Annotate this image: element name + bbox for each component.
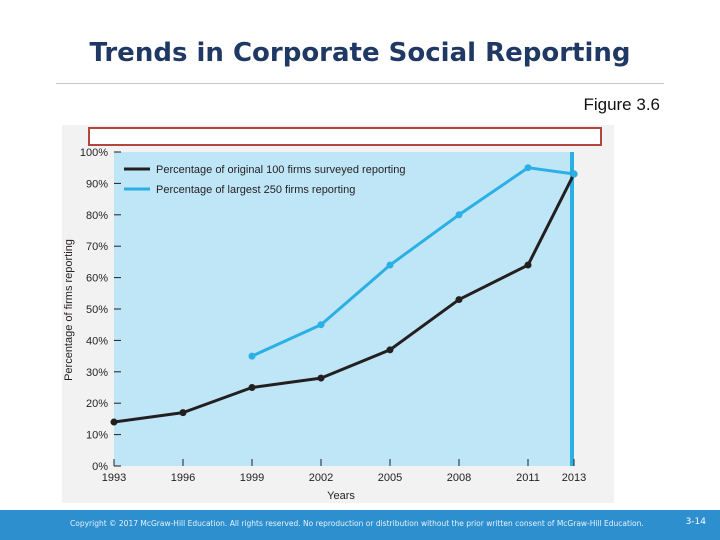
- footer-bar: Copyright © 2017 McGraw-Hill Education. …: [0, 510, 720, 540]
- x-axis-label: Years: [327, 490, 355, 502]
- y-tick-label: 40%: [86, 335, 108, 347]
- annotation-box: [88, 127, 602, 146]
- copyright-notice: Copyright © 2017 McGraw-Hill Education. …: [70, 519, 644, 528]
- x-tick-label: 1999: [240, 472, 264, 484]
- y-tick-label: 70%: [86, 241, 108, 253]
- x-tick-label: 2011: [516, 472, 540, 484]
- legend-label: Percentage of largest 250 firms reportin…: [156, 184, 355, 196]
- page-number: 3-14: [685, 517, 706, 527]
- data-point: [386, 346, 394, 354]
- title-divider: [56, 83, 664, 84]
- line-chart: 0% 10% 20% 30% 40% 50% 60% 70% 80% 90% 100% 1993 19…: [63, 147, 586, 502]
- y-tick-label: 30%: [86, 367, 108, 379]
- y-tick-label: 60%: [86, 273, 108, 285]
- data-point: [110, 418, 118, 426]
- y-tick-label: 100%: [80, 147, 108, 159]
- data-point: [386, 261, 394, 269]
- figure-label: Figure 3.6: [583, 95, 660, 114]
- legend-label: Percentage of original 100 firms surveye…: [156, 164, 405, 176]
- plot-right-edge: [570, 152, 574, 466]
- chart-panel: 0% 10% 20% 30% 40% 50% 60% 70% 80% 90% 100% 1993 19…: [62, 125, 614, 503]
- series-line: [251, 166, 575, 358]
- data-point: [524, 261, 532, 269]
- y-tick-label: 80%: [86, 210, 108, 222]
- slide-title: Trends in Corporate Social Reporting: [89, 38, 631, 68]
- data-point: [524, 164, 532, 172]
- x-tick-label: 2002: [309, 472, 333, 484]
- data-point: [179, 409, 187, 417]
- data-point: [248, 352, 256, 360]
- data-point: [455, 211, 463, 219]
- x-tick-label: 1996: [171, 472, 195, 484]
- data-point: [248, 384, 256, 391]
- data-point: [570, 170, 578, 178]
- x-tick-label: 2008: [447, 472, 471, 484]
- data-point: [317, 321, 325, 329]
- x-tick-label: 1993: [102, 472, 126, 484]
- y-axis-label: Percentage of firms reporting: [63, 239, 75, 381]
- x-tick-label: 2005: [378, 472, 402, 484]
- data-point: [455, 296, 463, 304]
- series-line: [113, 173, 576, 424]
- y-tick-label: 50%: [86, 304, 108, 316]
- data-point: [317, 374, 325, 382]
- plot-area: [114, 152, 574, 466]
- x-tick-label: 2013: [562, 472, 586, 484]
- legend: Percentage of original 100 firms surveye…: [124, 164, 405, 196]
- y-tick-label: 0%: [92, 461, 108, 473]
- y-tick-label: 10%: [86, 430, 108, 442]
- y-tick-label: 20%: [86, 398, 108, 410]
- y-tick-label: 90%: [86, 178, 108, 190]
